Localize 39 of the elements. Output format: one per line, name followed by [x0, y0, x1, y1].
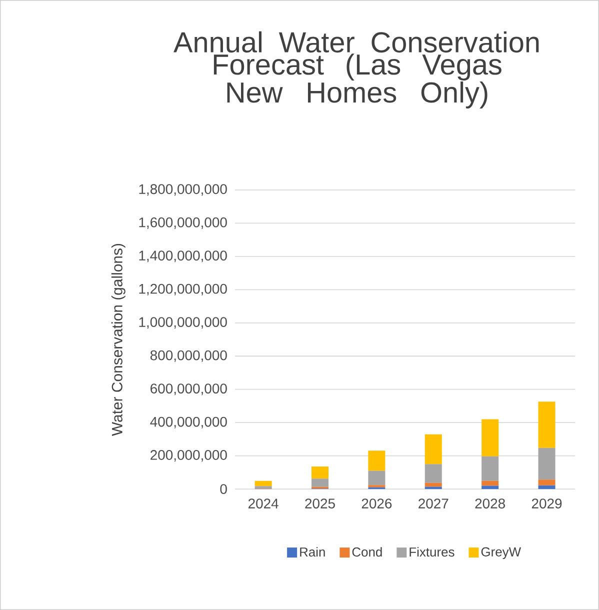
y-axis-title: Water Conservation (gallons) [111, 244, 126, 436]
y-tick-label: 200,000,000 [150, 450, 227, 462]
x-tick-label: 2029 [532, 498, 562, 508]
bar [254, 480, 272, 486]
chart-title: Annual Water Conservation Forecast (Las Vegas New Homes Only) [174, 31, 539, 108]
x-tick-label: 2024 [248, 498, 278, 508]
bar [482, 456, 499, 481]
legend-label: Rain [300, 547, 325, 557]
bar [482, 480, 499, 486]
legend-label: Cond [352, 547, 382, 557]
bar [538, 485, 556, 490]
y-tick-label: 1,800,000,000 [139, 184, 227, 196]
bar [424, 486, 442, 490]
bar [424, 482, 442, 487]
bar [368, 450, 386, 471]
legend-label: Fixtures [410, 547, 454, 557]
y-tick-label: 1,200,000,000 [139, 284, 227, 296]
bar [424, 434, 442, 464]
y-tick-label: 800,000,000 [150, 350, 227, 362]
y-tick-label: 0 [220, 484, 227, 494]
bar [538, 480, 556, 486]
y-tick-label: 600,000,000 [150, 384, 227, 396]
y-tick-label: 1,600,000,000 [139, 217, 227, 229]
bar [424, 464, 442, 483]
x-tick-label: 2028 [475, 498, 505, 508]
bar [482, 486, 499, 490]
bar [538, 402, 556, 448]
x-tick-label: 2026 [362, 498, 392, 508]
legend-label: GreyW [481, 547, 521, 559]
bar [312, 466, 329, 479]
y-tick-label: 1,400,000,000 [139, 250, 227, 262]
x-tick-label: 2027 [418, 498, 448, 508]
bar [368, 470, 386, 486]
x-tick-label: 2025 [305, 498, 335, 508]
bar [482, 419, 499, 456]
bar [312, 478, 329, 487]
bar [538, 448, 556, 480]
y-tick-label: 1,000,000,000 [139, 317, 227, 329]
y-tick-label: 400,000,000 [150, 416, 227, 428]
